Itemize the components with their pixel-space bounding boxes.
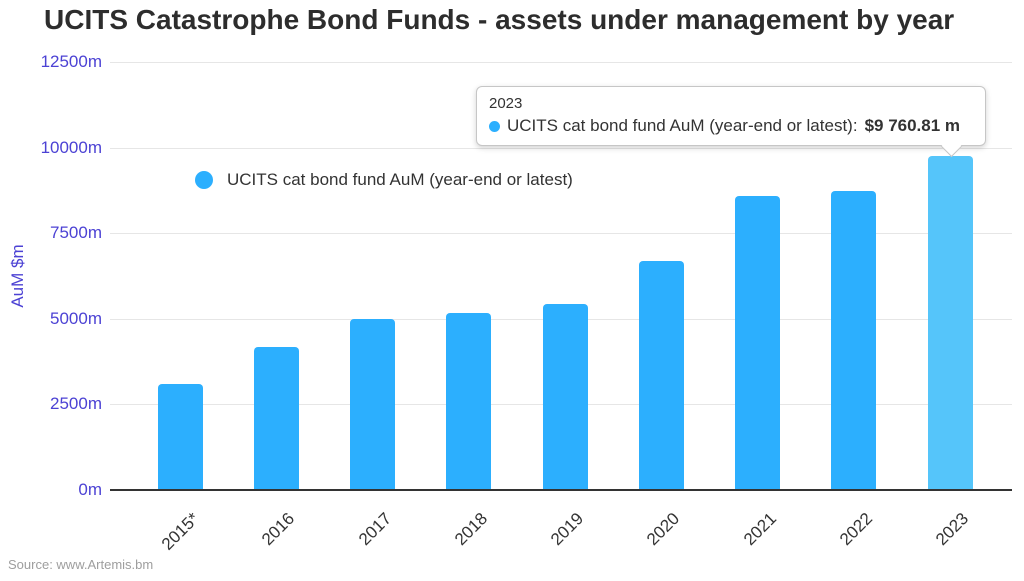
series-bullet-icon <box>489 120 500 132</box>
gridline <box>110 62 1012 63</box>
x-tick-label: 2018 <box>450 508 492 550</box>
y-tick-label: 10000m <box>40 138 102 157</box>
bar-2021[interactable] <box>735 196 780 489</box>
y-tick-label: 0m <box>78 480 102 499</box>
x-axis-line <box>110 489 1012 491</box>
y-tick-label: 5000m <box>50 309 102 328</box>
legend-marker-icon <box>195 171 213 189</box>
tooltip-series-line: UCITS cat bond fund AuM (year-end or lat… <box>489 116 973 136</box>
x-tick-label: 2019 <box>547 508 588 550</box>
x-tick-label: 2022 <box>835 508 877 550</box>
bar-2023[interactable] <box>928 156 973 489</box>
bar-2022[interactable] <box>831 191 876 489</box>
x-tick-label: 2023 <box>932 508 973 550</box>
bar-2015[interactable] <box>158 384 203 489</box>
gridline <box>110 233 1012 234</box>
bar-2019[interactable] <box>543 304 588 489</box>
bar-2020[interactable] <box>639 261 684 489</box>
x-tick-label: 2016 <box>258 508 299 550</box>
bar-2017[interactable] <box>350 319 395 489</box>
x-tick-label: 2021 <box>739 508 780 550</box>
y-tick-label: 2500m <box>50 394 102 413</box>
tooltip: 2023 UCITS cat bond fund AuM (year-end o… <box>476 86 986 146</box>
x-tick-label: 2015* <box>157 508 203 554</box>
legend-label: UCITS cat bond fund AuM (year-end or lat… <box>227 170 573 189</box>
x-tick-label: 2017 <box>354 508 395 550</box>
bar-2016[interactable] <box>254 347 299 489</box>
y-tick-label: 12500m <box>40 52 102 71</box>
source-credit: Source: www.Artemis.bm <box>8 557 154 572</box>
bar-2018[interactable] <box>446 313 491 489</box>
tooltip-value: $9 760.81 m <box>864 116 961 135</box>
tooltip-category: 2023 <box>489 95 523 112</box>
gridline <box>110 148 1012 149</box>
x-tick-label: 2020 <box>643 508 684 550</box>
legend-item[interactable]: UCITS cat bond fund AuM (year-end or lat… <box>195 170 573 190</box>
tooltip-label: UCITS cat bond fund AuM (year-end or lat… <box>507 116 858 135</box>
y-tick-label: 7500m <box>50 223 102 242</box>
chart-title: UCITS Catastrophe Bond Funds - assets un… <box>44 4 955 35</box>
